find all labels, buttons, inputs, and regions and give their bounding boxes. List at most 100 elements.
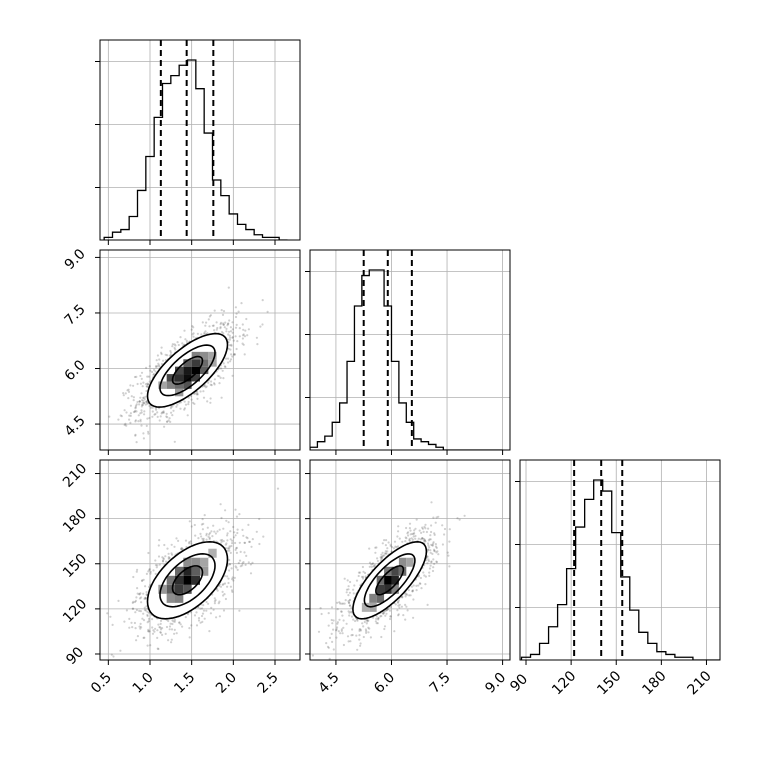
scatter-point: [146, 614, 149, 618]
scatter-point: [385, 539, 388, 542]
scatter-point: [261, 299, 264, 302]
scatter-point: [211, 535, 214, 538]
scatter-point: [136, 382, 139, 386]
x-tick-label: 1.0: [130, 670, 157, 697]
scatter-point: [167, 639, 170, 642]
scatter-point: [235, 312, 238, 315]
density-cell: [191, 557, 200, 567]
scatter-point: [151, 632, 155, 635]
scatter-point: [229, 585, 232, 588]
contour-line: [146, 332, 229, 408]
scatter-point: [251, 561, 254, 565]
scatter-point: [193, 523, 196, 527]
scatter-point: [383, 610, 386, 613]
scatter-point: [213, 530, 216, 533]
scatter-point: [196, 332, 199, 335]
scatter-point: [367, 626, 370, 629]
scatter-point: [409, 594, 412, 597]
scatter-point: [155, 366, 158, 369]
scatter-point: [344, 599, 347, 602]
scatter-point: [192, 332, 195, 335]
scatter-point: [347, 588, 350, 591]
scatter-point: [332, 628, 335, 631]
scatter-point: [140, 626, 143, 629]
contour-line: [159, 552, 216, 608]
scatter-point: [352, 618, 355, 621]
scatter-point: [400, 605, 403, 608]
scatter-point: [431, 569, 435, 573]
scatter-point: [236, 531, 239, 535]
scatter-point: [383, 627, 386, 631]
scatter-point: [218, 615, 221, 618]
scatter-point: [377, 617, 380, 620]
scatter-point: [227, 577, 230, 580]
scatter-point: [360, 575, 364, 579]
scatter-point: [397, 614, 400, 617]
scatter-point: [142, 437, 145, 440]
scatter-point: [148, 630, 151, 633]
scatter-point: [163, 543, 166, 547]
scatter-point: [343, 577, 346, 580]
scatter-point: [394, 603, 397, 606]
scatter-point: [162, 557, 165, 560]
scatter-point: [409, 533, 412, 536]
scatter-point: [122, 392, 125, 395]
scatter-point: [224, 365, 227, 369]
scatter-point: [386, 547, 389, 550]
scatter-point: [119, 649, 122, 652]
scatter-point: [158, 364, 161, 367]
scatter-point: [234, 565, 237, 568]
scatter-point: [156, 647, 159, 650]
scatter-point: [415, 584, 418, 588]
scatter-point: [409, 529, 412, 532]
scatter-point: [216, 326, 219, 330]
scatter-point: [187, 400, 190, 404]
scatter-point: [413, 529, 416, 532]
scatter-point: [219, 367, 223, 370]
scatter-point: [447, 554, 450, 557]
scatter-point: [190, 624, 193, 627]
scatter-point: [154, 559, 157, 562]
scatter-point: [381, 551, 384, 554]
scatter-point: [404, 595, 407, 598]
scatter-point: [229, 530, 232, 533]
scatter-point: [258, 517, 261, 521]
scatter-point: [423, 574, 426, 577]
scatter-point: [210, 530, 213, 533]
scatter-point: [148, 463, 150, 465]
scatter-point: [158, 626, 161, 629]
scatter-point: [136, 587, 139, 590]
scatter-point: [222, 323, 225, 326]
contour-line: [352, 540, 428, 620]
scatter-point: [248, 540, 251, 544]
scatter-point: [137, 414, 140, 417]
histogram-line: [103, 59, 288, 240]
scatter-point: [410, 585, 413, 588]
scatter-point: [229, 358, 233, 361]
scatter-point: [127, 397, 130, 400]
scatter-point: [200, 614, 204, 618]
scatter-point: [248, 540, 251, 544]
scatter-point: [131, 601, 134, 605]
scatter-point: [419, 576, 422, 580]
scatter-point: [247, 523, 250, 527]
scatter-point: [135, 596, 138, 599]
density-cell: [175, 366, 184, 375]
scatter-point: [202, 539, 205, 542]
scatter-point: [188, 541, 191, 544]
scatter-point: [139, 610, 142, 613]
scatter-point: [368, 565, 371, 568]
scatter-point: [366, 619, 369, 622]
scatter-point: [429, 564, 432, 567]
scatter-point: [214, 599, 217, 602]
scatter-point: [190, 395, 193, 398]
scatter-point: [134, 420, 137, 423]
scatter-point: [134, 404, 138, 407]
scatter-point: [193, 614, 197, 617]
scatter-point: [330, 606, 334, 609]
scatter-point: [229, 336, 232, 339]
scatter-point: [142, 432, 145, 435]
scatter-point: [135, 608, 138, 612]
scatter-point: [202, 396, 206, 399]
scatter-point: [209, 401, 212, 404]
